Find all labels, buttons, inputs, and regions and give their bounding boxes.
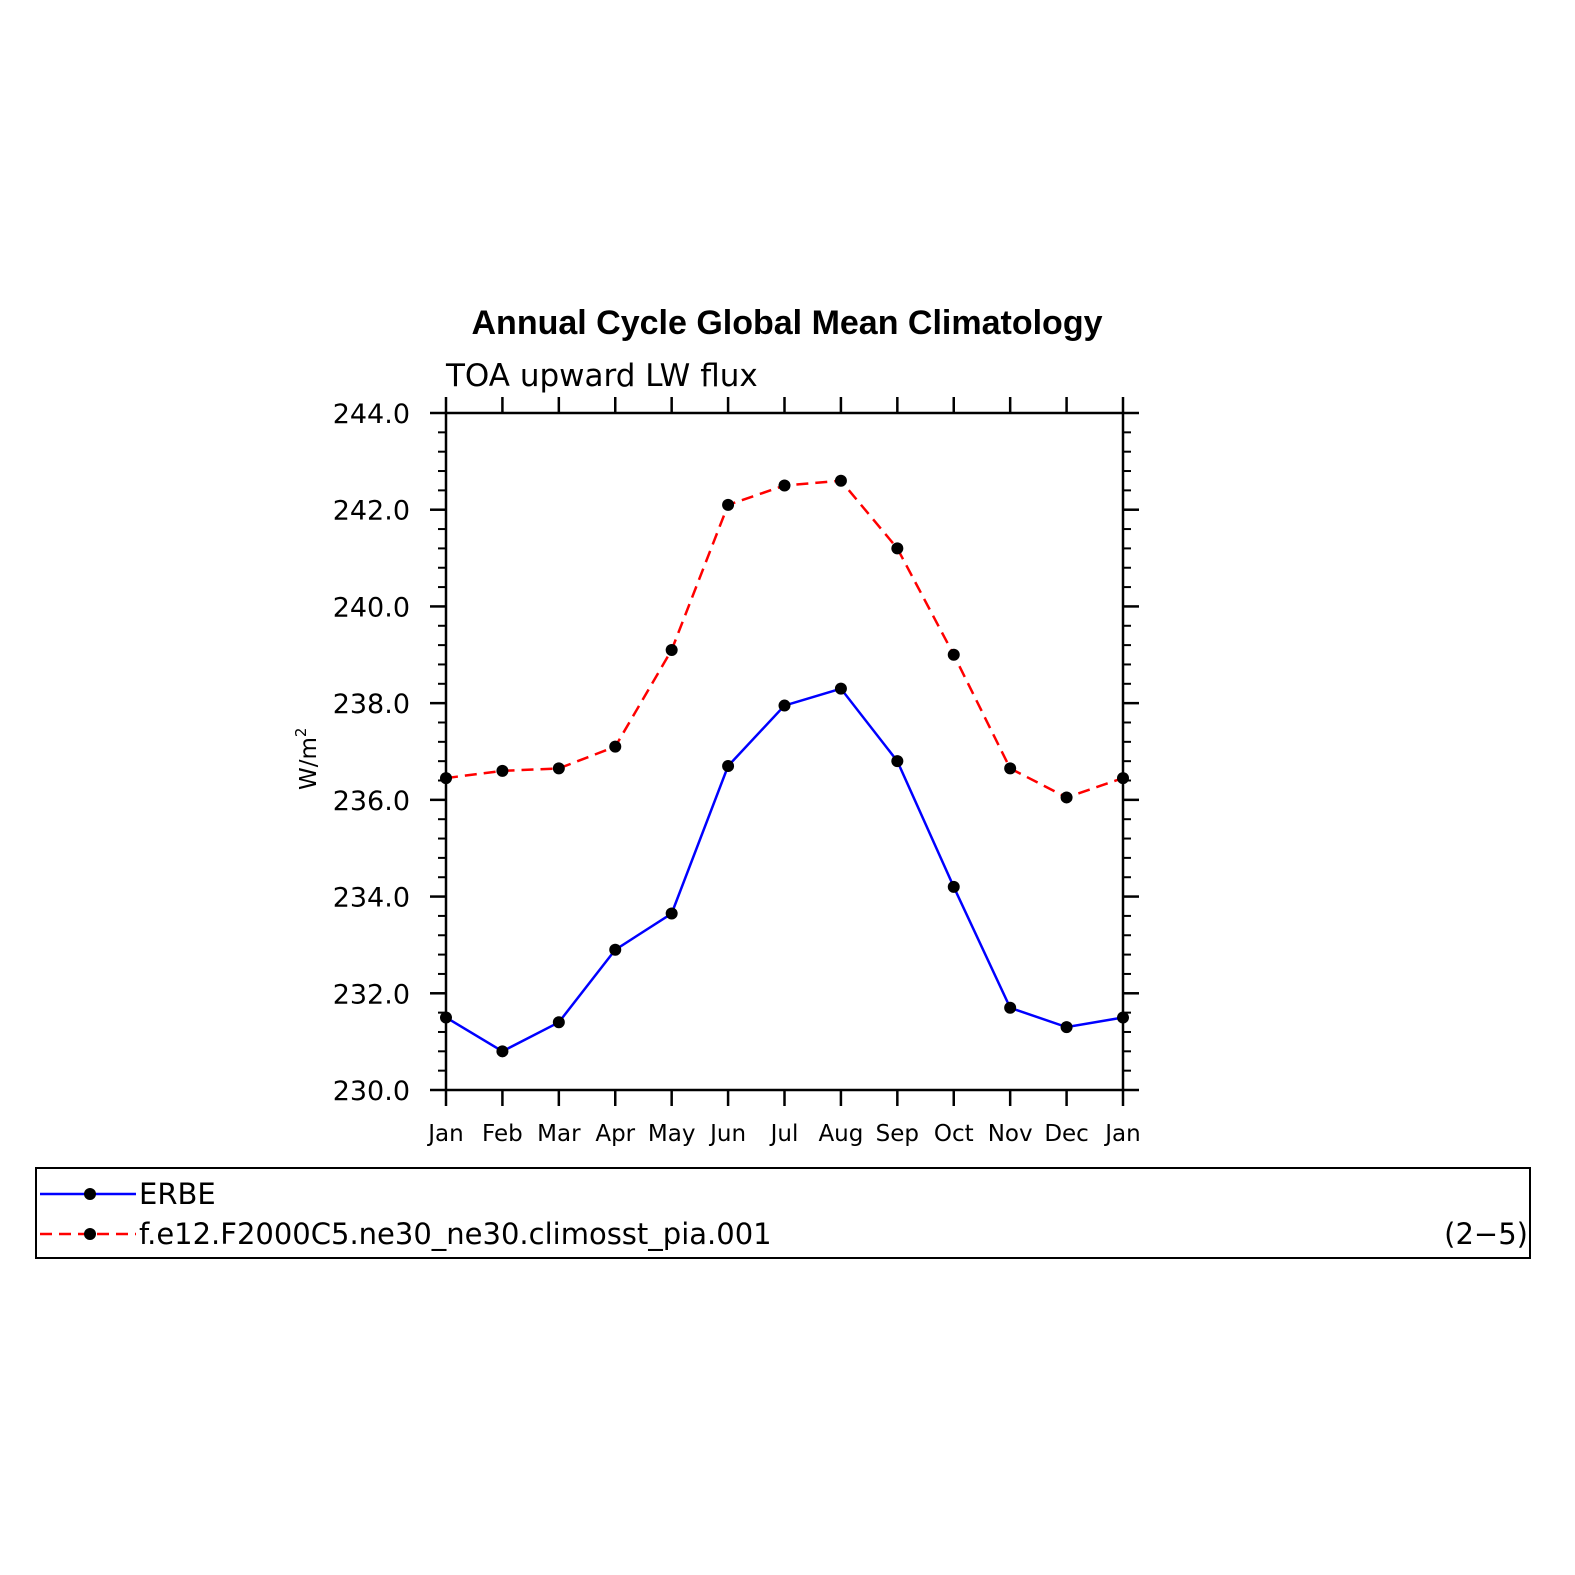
series-line [445, 479, 1124, 799]
chart-title: Annual Cycle Global Mean Climatology [472, 304, 1103, 342]
x-tick-label: Feb [482, 1121, 523, 1147]
y-axis-label: W/m2 [292, 728, 322, 790]
data-point [665, 643, 678, 656]
data-point [834, 682, 847, 695]
y-tick-label: 236.0 [333, 786, 410, 817]
legend-label: f.e12.F2000C5.ne30_ne30.climosst_pia.001 [139, 1217, 772, 1251]
data-point [1004, 762, 1017, 775]
y-axis-label-superscript: 2 [292, 728, 310, 738]
y-tick-label: 234.0 [333, 883, 410, 914]
series-1 [440, 474, 1129, 804]
data-point [1117, 1011, 1129, 1024]
data-point [665, 907, 678, 920]
legend-entry: f.e12.F2000C5.ne30_ne30.climosst_pia.001 [40, 1217, 772, 1251]
x-tick-label: Aug [818, 1121, 863, 1147]
data-point [891, 755, 904, 768]
x-tick-label: Apr [595, 1121, 635, 1147]
y-tick-label: 244.0 [333, 399, 410, 430]
data-point [834, 474, 847, 487]
legend: ERBE f.e12.F2000C5.ne30_ne30.climosst_pia… [40, 1177, 772, 1251]
y-tick-label: 240.0 [333, 592, 410, 623]
data-point [440, 772, 452, 785]
plot-frame [444, 411, 1125, 1092]
data-point [947, 880, 960, 893]
data-point [1004, 1001, 1017, 1014]
x-tick-label: Jan [1103, 1121, 1140, 1147]
legend-label: ERBE [139, 1177, 216, 1211]
data-point [778, 699, 791, 712]
x-tick-label: May [648, 1121, 696, 1147]
data-point [947, 648, 960, 661]
data-point [496, 1045, 509, 1058]
data-point [496, 764, 509, 777]
data-point [778, 479, 791, 492]
legend-box [35, 1167, 1531, 1259]
data-point [552, 1016, 565, 1029]
data-point [1060, 791, 1073, 804]
y-axis-label-unit: W/m [296, 737, 322, 790]
data-point [891, 542, 904, 555]
x-tick-label: Dec [1044, 1121, 1089, 1147]
data-point [609, 943, 622, 956]
data-point [440, 1011, 452, 1024]
legend-marker [84, 1188, 96, 1200]
x-tick-label: Mar [537, 1121, 581, 1147]
data-point [609, 740, 622, 753]
data-point [722, 760, 735, 773]
x-tick-label: Jul [769, 1121, 799, 1147]
x-tick-label: Oct [934, 1121, 974, 1147]
data-point [552, 762, 565, 775]
panel-index-label: (2−5) [1444, 1217, 1528, 1251]
series-0 [440, 682, 1129, 1058]
x-tick-label: Nov [988, 1121, 1033, 1147]
series-layer [440, 474, 1129, 1058]
x-tick-label: Jan [426, 1121, 463, 1147]
chart-subtitle: TOA upward LW flux [445, 358, 758, 394]
legend-entry: ERBE [40, 1177, 216, 1211]
axes: 230.0 232.0 234.0 236.0 238.0 240.0 242.0 244.0… [333, 397, 1141, 1147]
x-tick-label: Jun [708, 1121, 746, 1147]
legend-marker [84, 1228, 96, 1240]
x-tick-label: Sep [876, 1121, 919, 1147]
data-point [722, 498, 735, 511]
data-point [1117, 772, 1129, 785]
y-tick-label: 232.0 [333, 979, 410, 1010]
y-tick-label: 230.0 [333, 1076, 410, 1107]
series-line [445, 687, 1124, 1053]
data-point [1060, 1021, 1073, 1034]
y-tick-label: 238.0 [333, 689, 410, 720]
y-tick-label: 242.0 [333, 496, 410, 527]
